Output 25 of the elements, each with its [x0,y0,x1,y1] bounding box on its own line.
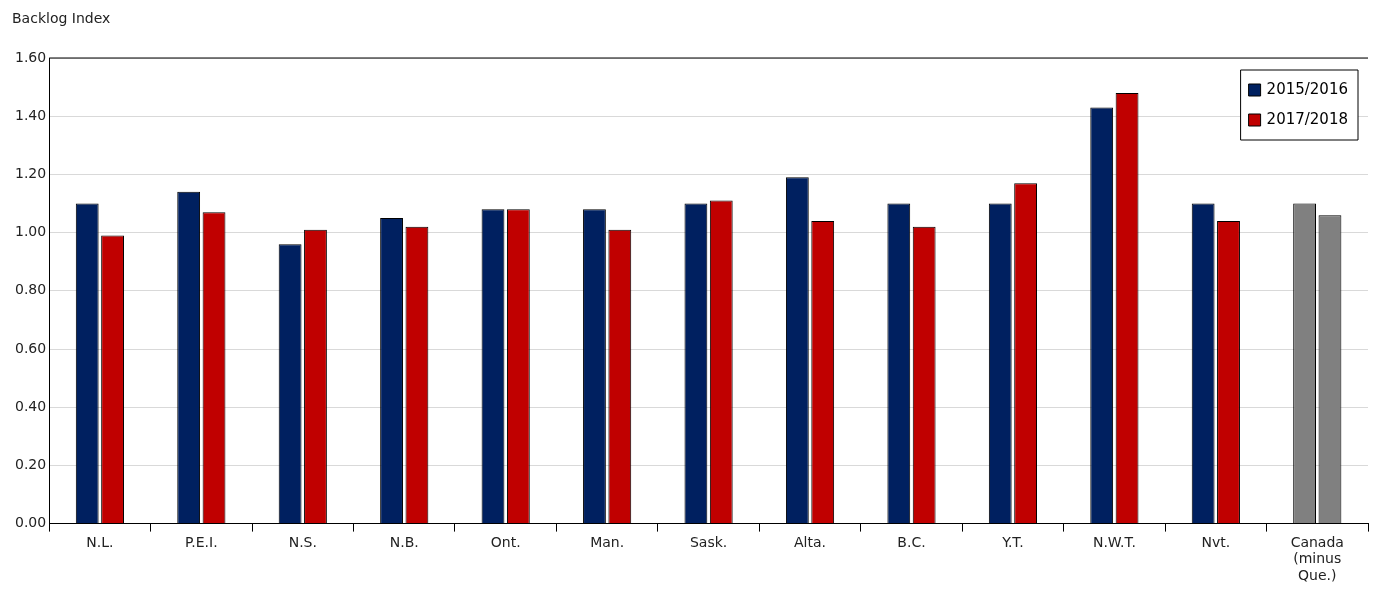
y-tick-label: 0.60 [15,339,47,356]
y-tick-label: 1.60 [15,48,47,65]
x-tick-label: B.C. [897,533,926,550]
legend-label: 2015/2016 [1266,79,1348,98]
x-tick-label: P.E.I. [185,533,218,550]
x-tick-label: Canada (minus Que.) [1290,533,1344,584]
y-tick-label: 0.80 [15,281,47,298]
x-tick-label: Ont. [490,533,521,550]
y-tick-label: 0.00 [15,514,47,531]
x-tick-label: Sask. [689,533,728,550]
y-tick-label: 1.00 [15,223,47,240]
legend-label: 2017/2018 [1266,109,1348,128]
x-tick-label: N.B. [389,533,419,550]
y-tick-label: 1.40 [15,106,47,123]
y-axis-title: Backlog Index [12,9,111,26]
y-tick-label: 1.20 [15,165,47,182]
x-tick-label: Alta. [794,533,827,550]
x-tick-label: Nvt. [1201,533,1231,550]
y-tick-label: 0.40 [15,397,47,414]
x-tick-label: N.L. [86,533,114,550]
x-tick-label: Y.T. [1001,533,1024,550]
x-tick-label: Man. [590,533,625,550]
x-tick-label: N.W.T. [1092,533,1136,550]
x-tick-label: N.S. [288,533,317,550]
y-tick-label: 0.20 [15,456,47,473]
